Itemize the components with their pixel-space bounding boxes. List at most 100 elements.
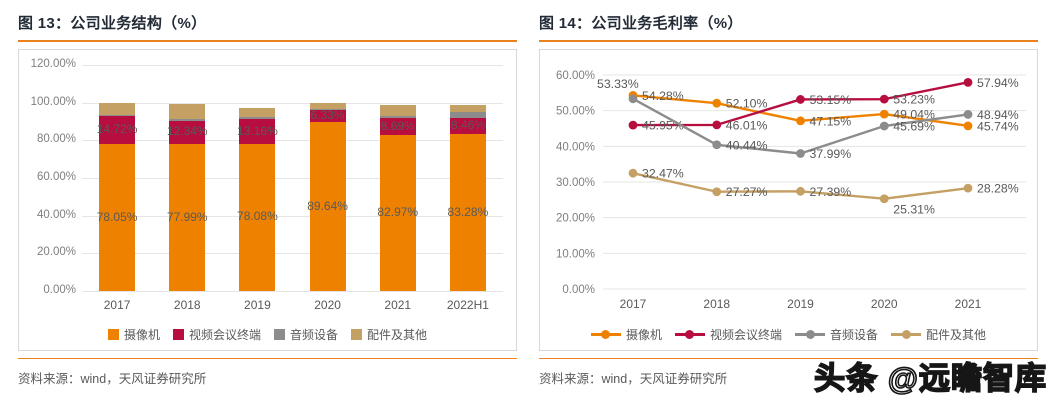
- legend-item: 音频设备: [274, 326, 338, 343]
- point-label: 32.47%: [642, 167, 684, 181]
- point-label: 49.04%: [893, 108, 935, 122]
- point-label: 45.74%: [977, 119, 1019, 133]
- point-label: 27.39%: [810, 185, 852, 199]
- bar-segment-摄像机: [169, 144, 206, 291]
- bar-value-label: 6.33%: [310, 108, 345, 123]
- line-chart-plot: 60.00% 50.00% 40.00% 30.00% 20.00% 10.00% 0.00…: [541, 51, 1036, 316]
- legend-dot: [685, 329, 695, 339]
- figure-14-chart-box: 60.00% 50.00% 40.00% 30.00% 20.00% 10.00% 0.00…: [539, 49, 1038, 351]
- y-axis-tick: 60.00%: [556, 70, 595, 82]
- y-axis-tick: 100.00%: [30, 95, 76, 108]
- legend-label: 音频设备: [290, 328, 339, 342]
- bar-value-label: 13.16%: [237, 123, 278, 138]
- point-label: 53.33%: [597, 77, 639, 91]
- point-label: 57.94%: [977, 76, 1019, 90]
- bar-value-label: 8.69%: [380, 118, 415, 133]
- bar-segment-配件及其他: [239, 108, 276, 117]
- bar-segment-音频设备: [379, 115, 416, 119]
- bar-segment-摄像机: [309, 122, 346, 291]
- gridline: [82, 140, 503, 142]
- gridline: [82, 253, 503, 255]
- bar-segment-配件及其他: [309, 102, 346, 109]
- legend-item: 音频设备: [795, 326, 878, 343]
- data-point-视频会议终端: [963, 77, 973, 87]
- data-point-配件及其他: [879, 194, 889, 204]
- gridline: [82, 178, 503, 179]
- legend-item: 配件及其他: [351, 326, 427, 343]
- report-figures-row: 图 13：公司业务结构（%） 120.00% 100.00% 80.00% 60.00…: [18, 8, 1038, 387]
- figure-14-legend: 摄像机 视频会议终端 音频设备 配件及其他: [540, 326, 1037, 343]
- figure-13-source: 资料来源：wind，天风证券研究所: [18, 372, 207, 386]
- legend-item: 摄像机: [590, 326, 662, 343]
- legend-line-marker: [674, 329, 705, 339]
- figure-14-source-rule: [539, 358, 1038, 359]
- bar-value-label: 78.05%: [96, 209, 138, 224]
- bar-segment-视频会议终端: [99, 116, 136, 144]
- x-axis-label: 2020: [871, 297, 898, 311]
- bar-value-label: 82.97%: [377, 204, 419, 219]
- legend-label: 音频设备: [830, 328, 879, 342]
- bar-segment-视频会议终端: [379, 118, 416, 135]
- toutiao-watermark: 头条 @远瞻智库: [813, 360, 1047, 397]
- bar-value-label: 89.64%: [307, 198, 348, 213]
- bar-segment-配件及其他: [169, 103, 206, 119]
- point-label: 52.10%: [726, 97, 768, 111]
- point-label: 53.15%: [810, 93, 852, 107]
- y-axis-tick: 50.00%: [556, 106, 595, 118]
- bar-segment-摄像机: [99, 144, 136, 291]
- x-axis-label: 2021: [955, 297, 982, 311]
- figure-14-source: 资料来源：wind，天风证券研究所: [539, 372, 728, 386]
- data-point-配件及其他: [628, 168, 638, 178]
- bar-value-label: 78.08%: [237, 209, 278, 224]
- y-axis-tick: 0.00%: [43, 284, 76, 296]
- x-axis-label: 2018: [703, 297, 730, 311]
- x-axis-label: 2018: [173, 298, 201, 312]
- x-axis-label: 2017: [620, 297, 647, 311]
- bar-value-label: 12.34%: [166, 124, 208, 139]
- y-axis-tick: 40.00%: [556, 141, 595, 153]
- legend-dot: [901, 329, 911, 339]
- legend-line-marker: [795, 329, 825, 339]
- point-label: 25.31%: [893, 203, 935, 217]
- point-label: 46.01%: [726, 118, 768, 132]
- data-point-音频设备: [712, 140, 722, 150]
- bar-segment-视频会议终端: [309, 110, 346, 123]
- legend-dot: [601, 329, 611, 339]
- data-point-摄像机: [712, 98, 722, 108]
- data-point-视频会议终端: [628, 120, 638, 130]
- bar-value-label: 77.99%: [166, 209, 208, 224]
- data-point-配件及其他: [712, 187, 722, 197]
- x-axis-label: 2019: [244, 298, 271, 312]
- gridline: [82, 215, 503, 217]
- point-label: 27.27%: [726, 185, 768, 199]
- data-point-摄像机: [796, 116, 805, 126]
- bar-segment-视频会议终端: [239, 119, 276, 144]
- legend-line-marker: [891, 329, 922, 339]
- y-axis-tick: 60.00%: [36, 171, 76, 183]
- legend-swatch: [351, 329, 363, 340]
- bar-segment-摄像机: [239, 143, 276, 291]
- bar-value-label: 83.28%: [447, 204, 489, 219]
- legend-item: 视频会议终端: [674, 326, 782, 343]
- data-point-音频设备: [628, 94, 638, 104]
- gridline: [82, 291, 503, 292]
- legend-dot: [805, 329, 815, 339]
- data-point-摄像机: [879, 109, 889, 119]
- data-point-视频会议终端: [796, 95, 805, 104]
- data-point-音频设备: [879, 121, 889, 131]
- y-axis-tick: 10.00%: [556, 248, 595, 260]
- data-point-摄像机: [963, 121, 973, 131]
- legend-label: 摄像机: [123, 328, 160, 342]
- legend-swatch: [274, 329, 285, 340]
- point-label: 53.23%: [893, 93, 935, 107]
- x-axis-label: 2020: [314, 298, 341, 312]
- legend-item: 视频会议终端: [172, 326, 261, 343]
- legend-line-marker: [590, 329, 621, 339]
- figure-13-legend: 摄像机 视频会议终端 音频设备 配件及其他: [19, 326, 516, 343]
- data-point-视频会议终端: [712, 120, 722, 130]
- gridline: [82, 102, 503, 104]
- bar-segment-音频设备: [169, 118, 206, 121]
- figure-13-panel: 图 13：公司业务结构（%） 120.00% 100.00% 80.00% 60.00…: [18, 8, 517, 387]
- bar-segment-视频会议终端: [449, 118, 486, 135]
- legend-swatch: [107, 329, 119, 340]
